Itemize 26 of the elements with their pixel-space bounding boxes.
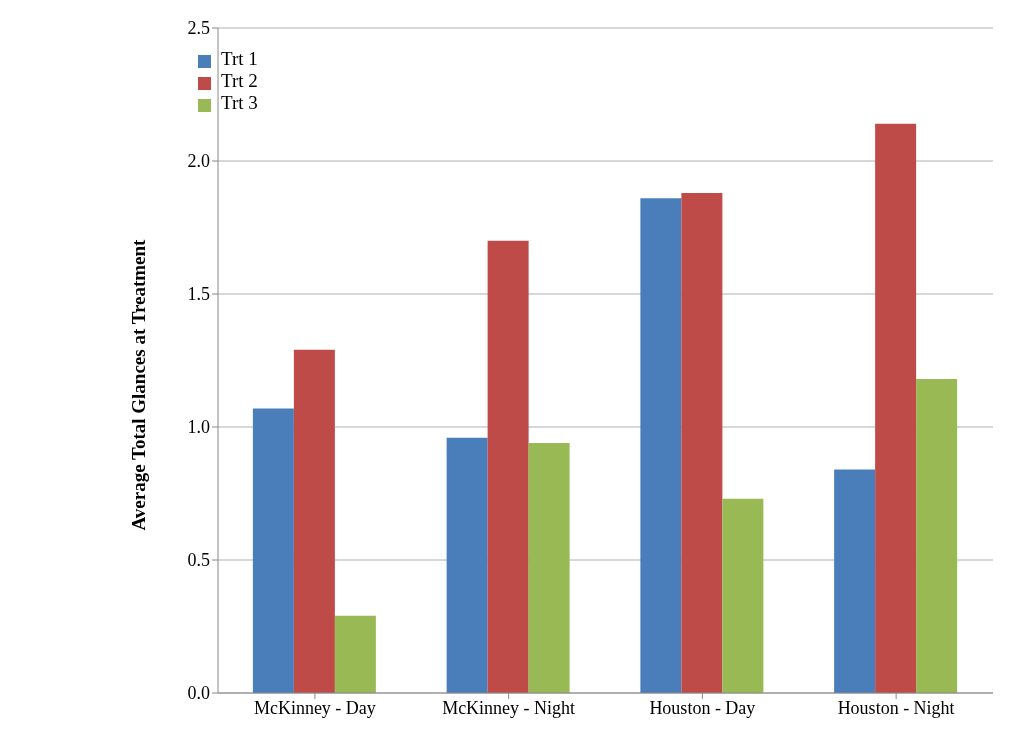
y-tick-label: 1.5	[187, 284, 210, 305]
bar	[252, 408, 294, 693]
legend-label: Trt 1	[221, 48, 258, 69]
legend-label: Trt 3	[221, 92, 258, 113]
bar	[640, 198, 682, 693]
bar	[528, 442, 570, 693]
bar	[487, 240, 529, 693]
legend-label: Trt 2	[221, 70, 258, 91]
y-tick-label: 0.0	[187, 683, 210, 704]
x-tick-label: Houston - Day	[649, 697, 756, 718]
y-tick-label: 0.5	[187, 550, 210, 571]
bar	[875, 123, 917, 693]
bar	[916, 379, 958, 693]
bar	[293, 349, 335, 693]
x-tick-label: Houston - Night	[837, 697, 955, 718]
y-tick-label: 2.0	[187, 151, 210, 172]
x-tick-label: McKinney - Night	[442, 697, 576, 718]
y-tick-label: 2.5	[187, 18, 210, 39]
bar	[446, 437, 488, 693]
bar	[334, 615, 376, 693]
bar	[722, 498, 764, 693]
y-axis-title: Average Total Glances at Treatment	[127, 238, 149, 531]
y-tick-label: 1.0	[187, 417, 210, 438]
bar	[834, 469, 876, 693]
x-tick-label: McKinney - Day	[253, 697, 376, 718]
bar	[681, 192, 723, 693]
